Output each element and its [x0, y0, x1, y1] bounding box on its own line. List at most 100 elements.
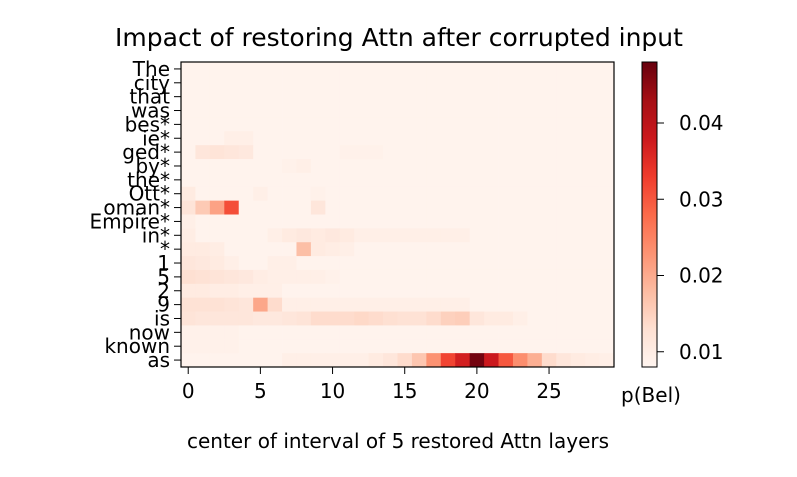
heatmap-cell [527, 242, 543, 257]
heatmap-cell [282, 145, 297, 160]
heatmap-cell [411, 172, 427, 188]
heatmap-cell [556, 103, 572, 118]
heatmap-cell [383, 214, 398, 229]
heatmap-cell [296, 89, 312, 104]
heatmap-cell [469, 269, 485, 285]
heatmap-cell [541, 172, 557, 188]
heatmap-cell [238, 159, 254, 174]
heatmap-cell [556, 200, 572, 215]
heatmap-cell [570, 256, 586, 271]
heatmap-cell [599, 172, 615, 188]
heatmap-cell [469, 200, 485, 215]
heatmap-cell [282, 325, 297, 340]
heatmap-cell [325, 103, 341, 118]
heatmap-cell [195, 159, 211, 174]
heatmap-cell [209, 256, 225, 271]
heatmap-cell [253, 256, 268, 271]
heatmap-cell [527, 159, 543, 174]
heatmap-cell [267, 269, 283, 285]
heatmap-cell [498, 159, 514, 174]
heatmap-cell [282, 103, 297, 118]
heatmap-cell [455, 297, 471, 312]
heatmap-cell [498, 228, 514, 243]
heatmap-cell [426, 75, 442, 91]
y-tick-label: * [160, 237, 170, 261]
chart-title: Impact of restoring Attn after corrupted… [115, 23, 683, 52]
y-tick-label: 5 [157, 265, 170, 289]
heatmap-cell [397, 145, 413, 160]
heatmap-cell [195, 214, 211, 229]
heatmap-cell [426, 131, 442, 146]
heatmap-cell [426, 242, 442, 257]
heatmap-cell [426, 311, 442, 326]
heatmap-cell [455, 325, 471, 340]
heatmap-cell [253, 297, 268, 312]
y-tick-label: in* [142, 223, 170, 247]
heatmap-cell [296, 325, 312, 340]
heatmap-cell [253, 159, 268, 174]
heatmap-cell [512, 325, 528, 340]
heatmap-cell [469, 89, 485, 104]
heatmap-cell [296, 117, 312, 132]
heatmap-cell [570, 89, 586, 104]
heatmap-cell [354, 159, 370, 174]
y-tick-label: Ott* [129, 182, 170, 206]
heatmap-cell [411, 353, 427, 368]
heatmap-cell [455, 311, 471, 326]
heatmap-cell [585, 256, 600, 271]
heatmap-cell [181, 214, 196, 229]
heatmap-cell [541, 339, 557, 354]
heatmap-cell [383, 200, 398, 215]
heatmap-cell [238, 311, 254, 326]
heatmap-cell [556, 269, 572, 285]
heatmap-cell [224, 62, 240, 77]
colorbar-tick-label: 0.03 [679, 187, 724, 211]
heatmap-cell [455, 62, 471, 77]
heatmap-cell [484, 131, 499, 146]
heatmap-cell [339, 172, 355, 188]
heatmap-cell [253, 242, 268, 257]
heatmap-cell [339, 186, 355, 202]
heatmap-cell [383, 172, 398, 188]
heatmap-cell [469, 256, 485, 271]
heatmap-cell [282, 186, 297, 202]
heatmap-cell [209, 159, 225, 174]
heatmap-cell [469, 62, 485, 77]
heatmap-cell [195, 325, 211, 340]
heatmap-cell [570, 242, 586, 257]
heatmap-cell [368, 256, 384, 271]
heatmap-cell [498, 269, 514, 285]
heatmap-cell [498, 242, 514, 257]
heatmap-cell [253, 103, 268, 118]
heatmap-cell [325, 89, 341, 104]
heatmap-cell [411, 75, 427, 91]
heatmap-cell [469, 297, 485, 312]
heatmap-cell [238, 103, 254, 118]
heatmap-cell [368, 228, 384, 243]
heatmap-cell [455, 89, 471, 104]
heatmap-cell [599, 297, 615, 312]
heatmap-cell [339, 311, 355, 326]
heatmap-cell [585, 103, 600, 118]
heatmap-cell [426, 325, 442, 340]
heatmap-cell [296, 186, 312, 202]
heatmap-cell [354, 200, 370, 215]
heatmap-cell [440, 297, 456, 312]
x-axis: 0 5 10 15 20 25 [182, 367, 562, 403]
heatmap-cell [426, 228, 442, 243]
heatmap-cell [238, 339, 254, 354]
heatmap-cell [253, 325, 268, 340]
heatmap-cell [397, 200, 413, 215]
heatmap-cell [383, 117, 398, 132]
heatmap-cell [267, 103, 283, 118]
heatmap-cell [440, 172, 456, 188]
heatmap-cell [599, 131, 615, 146]
heatmap-cell [181, 228, 196, 243]
heatmap-cell [209, 228, 225, 243]
heatmap-cell [484, 269, 499, 285]
heatmap-cell [267, 256, 283, 271]
heatmap-cell [368, 297, 384, 312]
heatmap-cell [310, 256, 326, 271]
x-axis-label: center of interval of 5 restored Attn la… [187, 429, 609, 453]
heatmap-cell [512, 200, 528, 215]
